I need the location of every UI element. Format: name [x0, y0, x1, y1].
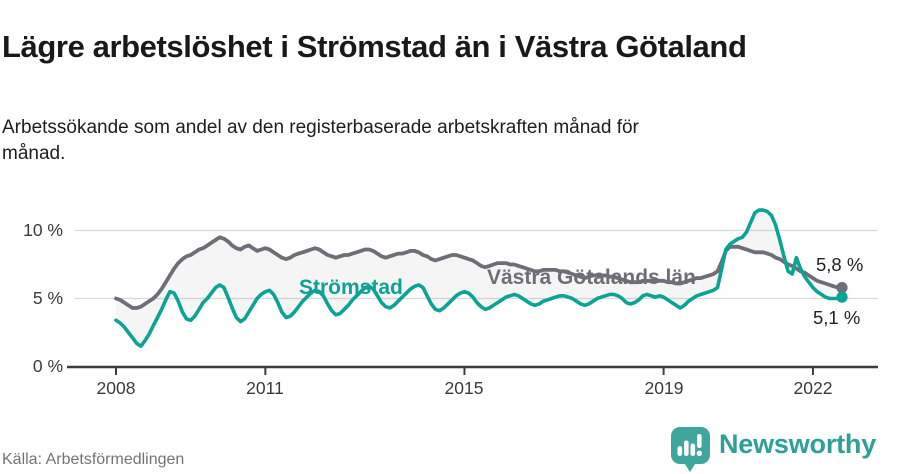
end-value-vastra-gotaland: 5,8 % [816, 254, 864, 275]
y-tick-label-0: 0 % [32, 356, 63, 376]
x-tick-label-2011: 2011 [246, 378, 284, 398]
y-tick-label-10: 10 % [23, 220, 63, 240]
series-line-stromstad [114, 208, 844, 348]
x-tick-label-2008: 2008 [96, 378, 136, 398]
end-dot-stromstad [836, 291, 848, 303]
x-tick-label-2015: 2015 [444, 378, 484, 398]
x-tick-label-2019: 2019 [644, 378, 684, 398]
newsworthy-logo-icon [671, 427, 710, 472]
series-label-stromstad: Strömstad [299, 276, 403, 299]
newsworthy-wordmark: Newsworthy [719, 429, 877, 459]
newsworthy-logo-link[interactable]: Newsworthy [670, 426, 898, 474]
area-between-series [116, 210, 842, 347]
y-tick-label-5: 5 % [32, 288, 63, 308]
chart-subtitle: Arbetssökande som andel av den registerb… [2, 117, 639, 165]
end-dot-vastra-gotalands-lan [836, 282, 848, 294]
end-value-stromstad: 5,1 % [813, 307, 861, 328]
page-title: Lägre arbetslöshet i Strömstad än i Väst… [2, 28, 747, 64]
x-tick-label-2022: 2022 [793, 378, 833, 398]
source-credit: Källa: Arbetsförmedlingen [2, 451, 185, 468]
series-label-vastra-gotalands-lan: Västra Götalands län [487, 266, 696, 289]
